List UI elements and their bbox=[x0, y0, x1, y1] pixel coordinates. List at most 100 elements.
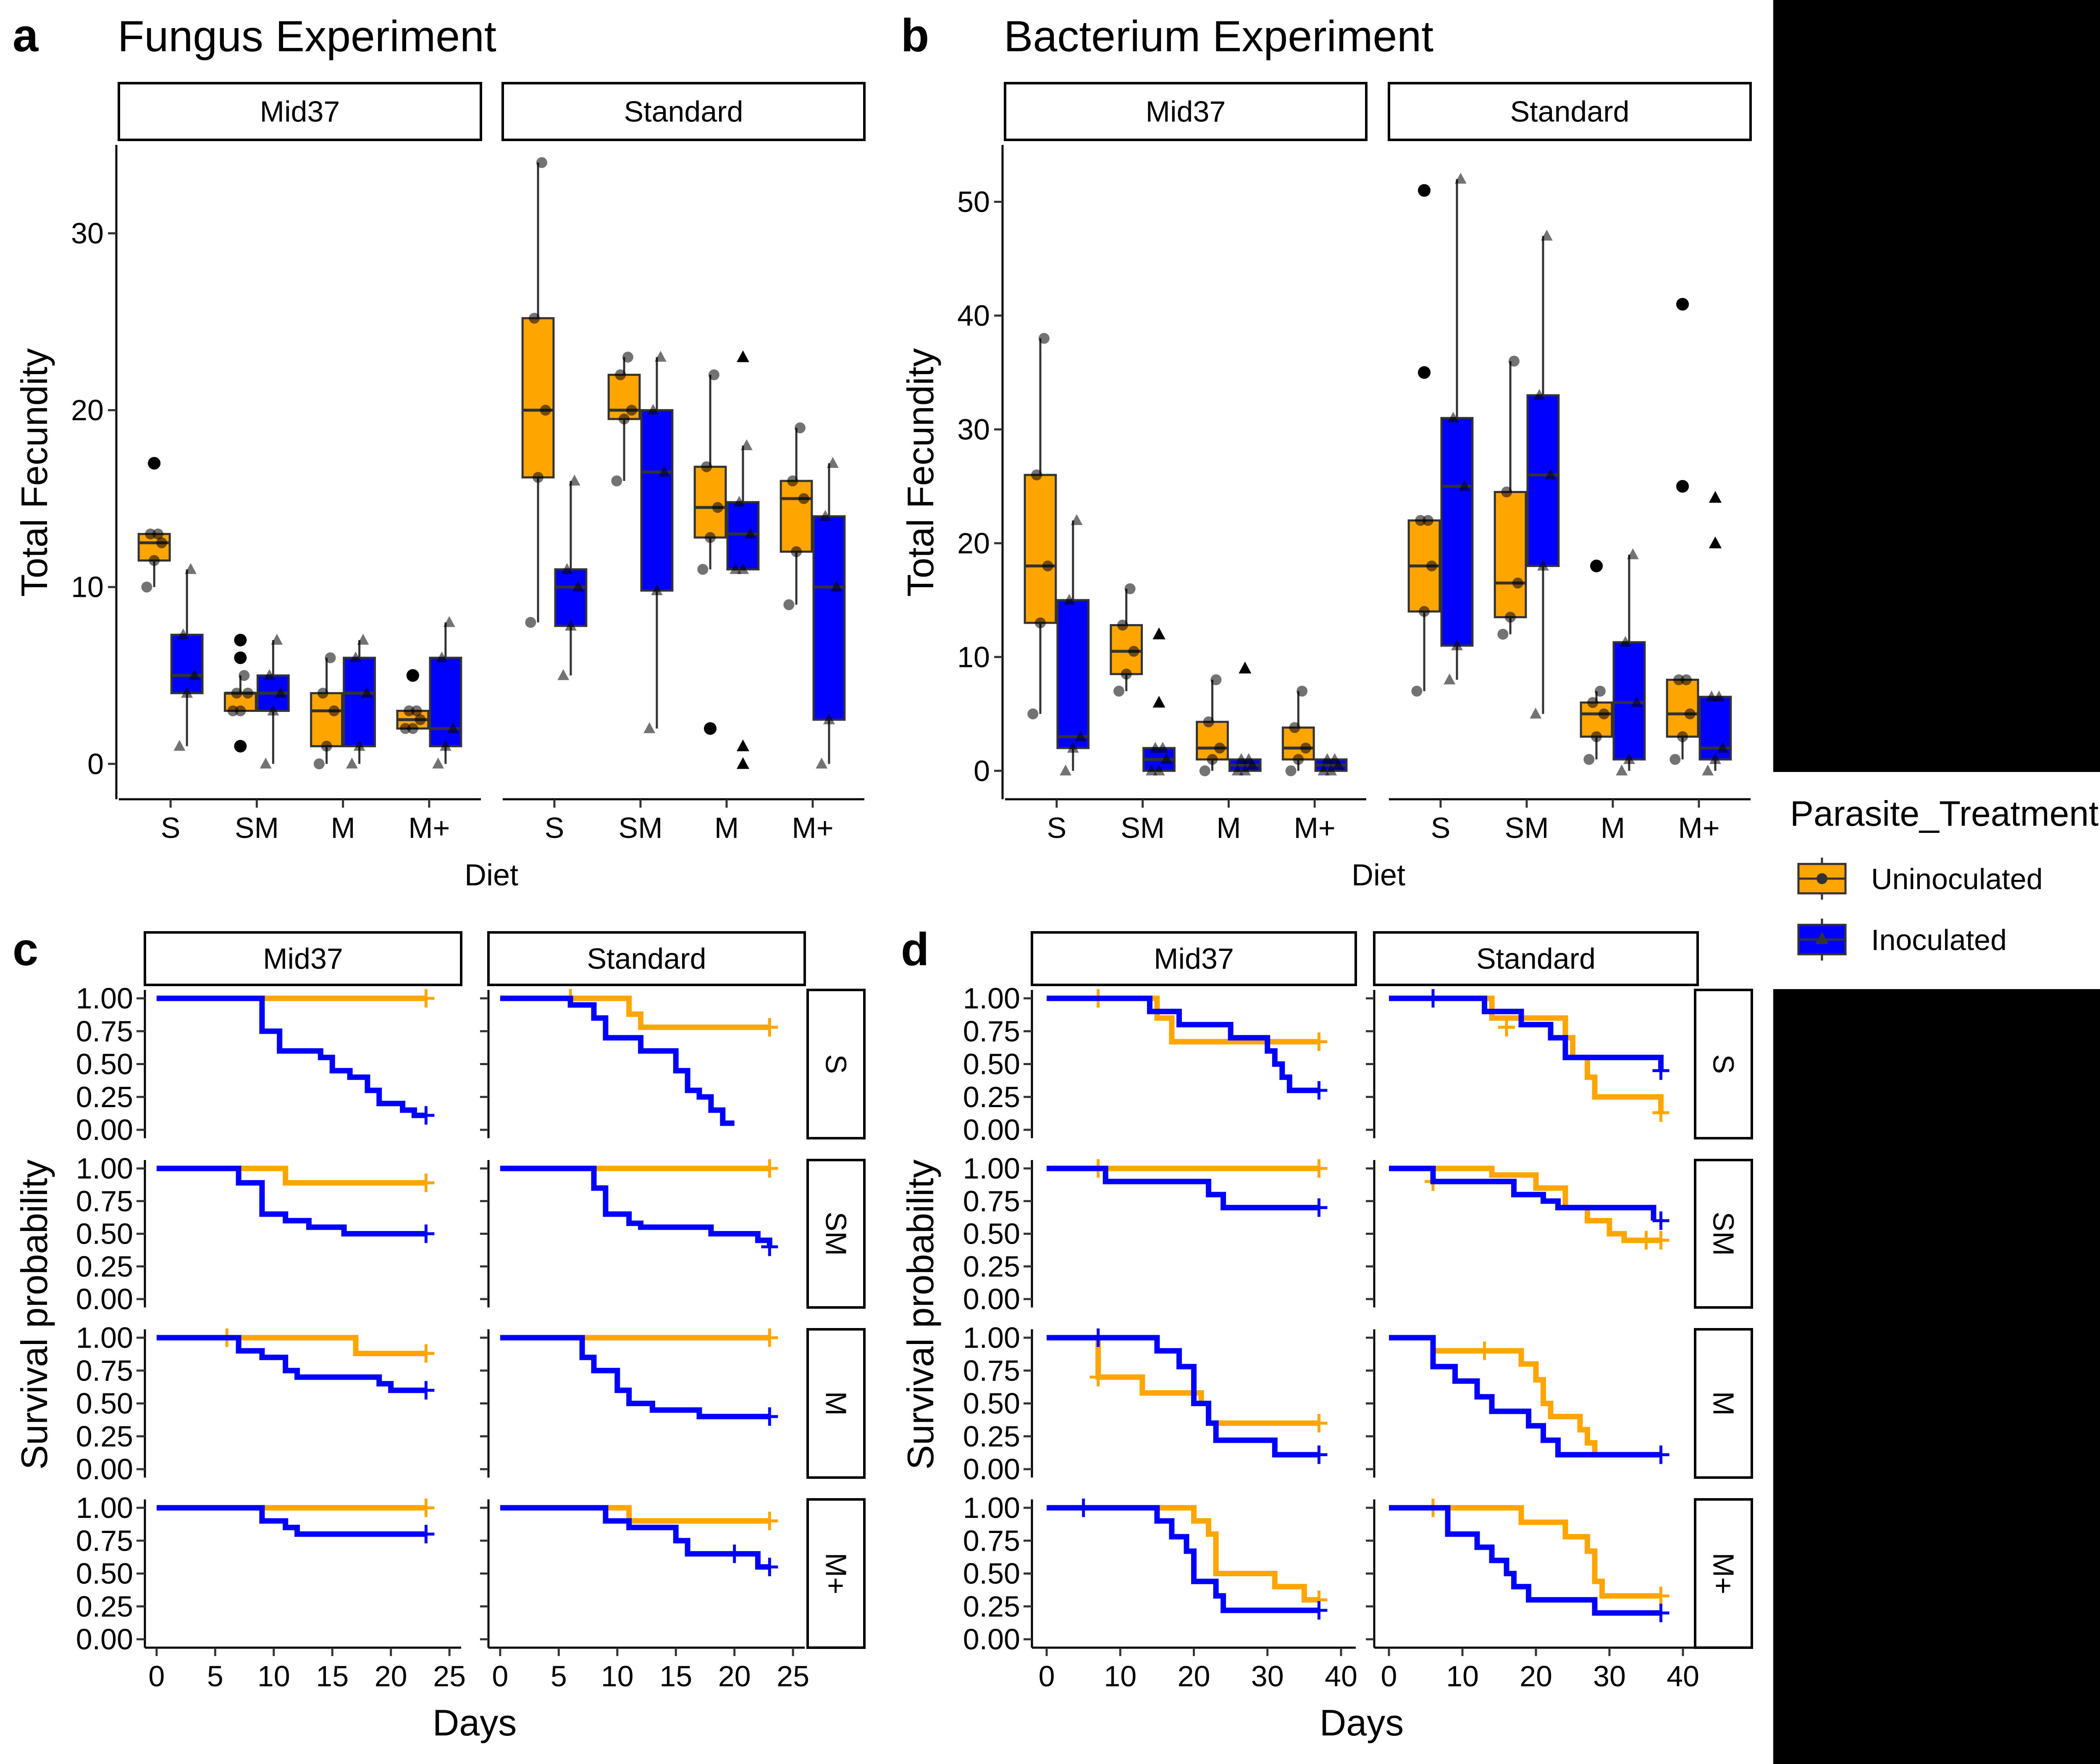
y-tick-label: 0 bbox=[974, 754, 990, 787]
data-point-circle bbox=[1128, 646, 1139, 657]
panel-letter-d: d bbox=[901, 924, 929, 975]
data-point-triangle bbox=[1145, 764, 1158, 776]
y-tick-label: 0.50 bbox=[963, 1218, 1020, 1250]
data-point-circle bbox=[411, 705, 422, 717]
survival-curve-uninoculated bbox=[1047, 1505, 1319, 1603]
box-m-plus-inoculated bbox=[429, 616, 462, 769]
box-m-inoculated bbox=[1228, 662, 1262, 776]
box-s-inoculated bbox=[554, 475, 588, 680]
y-tick-label: 0.00 bbox=[963, 1283, 1020, 1315]
data-point-triangle bbox=[1153, 764, 1165, 776]
censor-mark bbox=[1089, 1328, 1107, 1347]
panel-a-y-axis-title: Total Fecundity bbox=[13, 348, 55, 597]
survival-curve-inoculated bbox=[1389, 995, 1664, 1071]
legend-key-triangle bbox=[1815, 932, 1829, 944]
x-tick-label: M+ bbox=[408, 811, 450, 844]
strip-row-m-label: M bbox=[1707, 1391, 1740, 1415]
data-point-circle bbox=[407, 723, 418, 734]
x-tick-label: S bbox=[1047, 811, 1067, 844]
data-point-triangle bbox=[1706, 690, 1718, 702]
data-point-triangle bbox=[357, 634, 369, 645]
data-point-circle bbox=[697, 564, 709, 575]
y-tick-label: 0 bbox=[87, 748, 104, 780]
outlier-point bbox=[1590, 559, 1603, 572]
strip-mid37-box bbox=[118, 82, 482, 141]
data-point-triangle bbox=[654, 351, 667, 362]
censor-mark bbox=[1310, 1081, 1328, 1100]
censor-mark bbox=[761, 1159, 778, 1178]
data-point-triangle bbox=[1444, 673, 1456, 685]
data-point-triangle bbox=[346, 757, 358, 769]
data-point-circle bbox=[1684, 708, 1696, 719]
box-iqr bbox=[1612, 641, 1646, 761]
data-point-triangle bbox=[353, 740, 365, 751]
y-tick-label: 0.75 bbox=[76, 1185, 133, 1218]
box-iqr bbox=[640, 409, 674, 592]
censor-mark bbox=[761, 1512, 778, 1530]
y-tick-label: 0.25 bbox=[963, 1081, 1020, 1113]
data-point-triangle bbox=[173, 740, 186, 751]
censor-mark bbox=[1310, 1414, 1328, 1433]
outlier-point bbox=[148, 457, 161, 470]
censor-mark bbox=[1425, 989, 1441, 1008]
outlier-point bbox=[1709, 491, 1722, 503]
censor-mark bbox=[1310, 1198, 1328, 1217]
censor-mark bbox=[1310, 1159, 1328, 1178]
box-m-uninoculated bbox=[693, 369, 727, 735]
black-band-bottom bbox=[1773, 989, 2100, 1764]
data-point-circle bbox=[1027, 708, 1039, 719]
data-point-triangle bbox=[275, 687, 287, 698]
data-point-circle bbox=[791, 546, 802, 557]
data-point-circle bbox=[619, 413, 630, 425]
data-point-circle bbox=[321, 740, 332, 752]
data-point-triangle bbox=[1713, 690, 1725, 702]
x-tick-label: 0 bbox=[1381, 1660, 1397, 1693]
x-tick-label: 40 bbox=[1325, 1660, 1357, 1693]
panel-b-title: Bacterium Experiment bbox=[1004, 12, 1433, 61]
data-point-circle bbox=[626, 404, 637, 416]
data-point-triangle bbox=[188, 669, 200, 680]
survival-curve-inoculated bbox=[156, 1505, 426, 1537]
y-tick-label: 0.75 bbox=[963, 1185, 1020, 1218]
y-tick-label: 1.00 bbox=[963, 1152, 1020, 1185]
data-point-circle bbox=[1411, 685, 1423, 697]
x-tick-label: S bbox=[161, 811, 181, 844]
outlier-point bbox=[1676, 480, 1689, 493]
box-iqr bbox=[170, 633, 204, 694]
censor-mark bbox=[1476, 1341, 1493, 1360]
box-m-uninoculated bbox=[310, 652, 344, 769]
x-tick-label: 0 bbox=[492, 1660, 508, 1693]
y-tick-label: 0.00 bbox=[76, 1113, 133, 1146]
censor-mark bbox=[417, 1381, 435, 1400]
x-tick-label: S bbox=[545, 811, 564, 844]
x-tick-label: 25 bbox=[433, 1660, 466, 1693]
data-point-triangle bbox=[647, 404, 659, 415]
outlier-point bbox=[234, 651, 247, 664]
data-point-triangle bbox=[572, 580, 584, 592]
x-tick-label: 20 bbox=[1520, 1660, 1552, 1693]
data-point-triangle bbox=[1235, 753, 1247, 764]
box-s-inoculated bbox=[1440, 173, 1474, 685]
box-sm-inoculated bbox=[1142, 627, 1176, 776]
data-point-triangle bbox=[1530, 707, 1542, 719]
x-tick-label: 5 bbox=[551, 1660, 567, 1693]
censor-mark bbox=[1638, 1231, 1655, 1250]
legend-key-inoculated bbox=[1797, 919, 1847, 961]
data-point-circle bbox=[325, 652, 336, 664]
data-point-triangle bbox=[643, 722, 656, 733]
strip-standard-box bbox=[1373, 931, 1699, 986]
censor-mark bbox=[1310, 1601, 1328, 1620]
survival-curve-inoculated bbox=[1047, 1166, 1319, 1210]
y-tick-label: 0.75 bbox=[963, 1524, 1020, 1557]
data-point-circle bbox=[611, 475, 622, 487]
censor-mark bbox=[761, 1018, 778, 1037]
data-point-circle bbox=[540, 404, 551, 416]
censor-mark bbox=[417, 989, 435, 1008]
outlier-point bbox=[1709, 536, 1722, 549]
data-point-triangle bbox=[1321, 753, 1334, 764]
box-m-plus-uninoculated bbox=[396, 669, 430, 734]
strip-standard-label: Standard bbox=[624, 95, 743, 128]
x-tick-label: 10 bbox=[257, 1660, 290, 1693]
data-point-circle bbox=[1426, 560, 1437, 572]
